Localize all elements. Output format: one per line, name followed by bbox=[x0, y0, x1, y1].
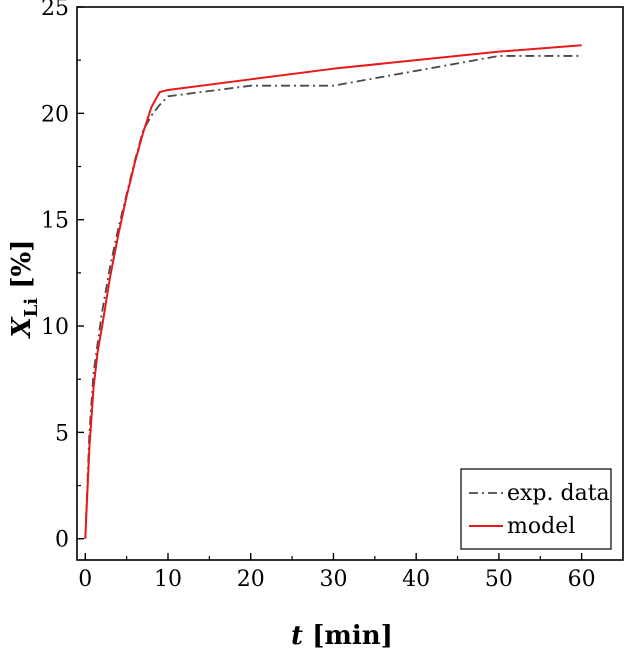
y-tick-label: 25 bbox=[41, 0, 69, 21]
legend: exp. data model bbox=[460, 468, 612, 550]
y-axis-subscript: Li bbox=[21, 298, 42, 318]
plot-frame bbox=[76, 6, 624, 561]
y-tick-label: 15 bbox=[41, 209, 69, 234]
x-axis-variable: t bbox=[291, 621, 303, 651]
x-axis-title: t [min] bbox=[291, 621, 393, 651]
y-axis-unit: [%] bbox=[7, 239, 37, 288]
series-line-exp-data bbox=[84, 55, 582, 539]
y-axis-variable: X bbox=[7, 316, 37, 340]
axes: 0 10 20 30 40 50 60 0 5 10 15 20 25 bbox=[41, 0, 596, 592]
x-tick-label: 60 bbox=[568, 567, 596, 592]
series-line-model bbox=[84, 44, 582, 539]
y-tick-label: 10 bbox=[41, 315, 69, 340]
legend-box bbox=[460, 468, 612, 550]
axis-titles: t [min] XLi [%] bbox=[7, 239, 393, 651]
y-tick-label: 20 bbox=[41, 102, 69, 127]
x-axis-unit: [min] bbox=[312, 621, 393, 651]
x-tick-label: 10 bbox=[154, 567, 182, 592]
x-tick-label: 20 bbox=[237, 567, 265, 592]
x-tick-label: 30 bbox=[319, 567, 347, 592]
x-tick-label: 0 bbox=[78, 567, 92, 592]
y-axis-title: XLi [%] bbox=[7, 239, 42, 339]
series-layer bbox=[84, 44, 582, 539]
legend-label: model bbox=[507, 514, 575, 539]
y-tick-label: 0 bbox=[55, 528, 69, 553]
x-tick-label: 50 bbox=[485, 567, 513, 592]
legend-label: exp. data bbox=[507, 481, 610, 506]
x-tick-label: 40 bbox=[402, 567, 430, 592]
plot-area bbox=[76, 6, 624, 561]
y-tick-label: 5 bbox=[55, 421, 69, 446]
